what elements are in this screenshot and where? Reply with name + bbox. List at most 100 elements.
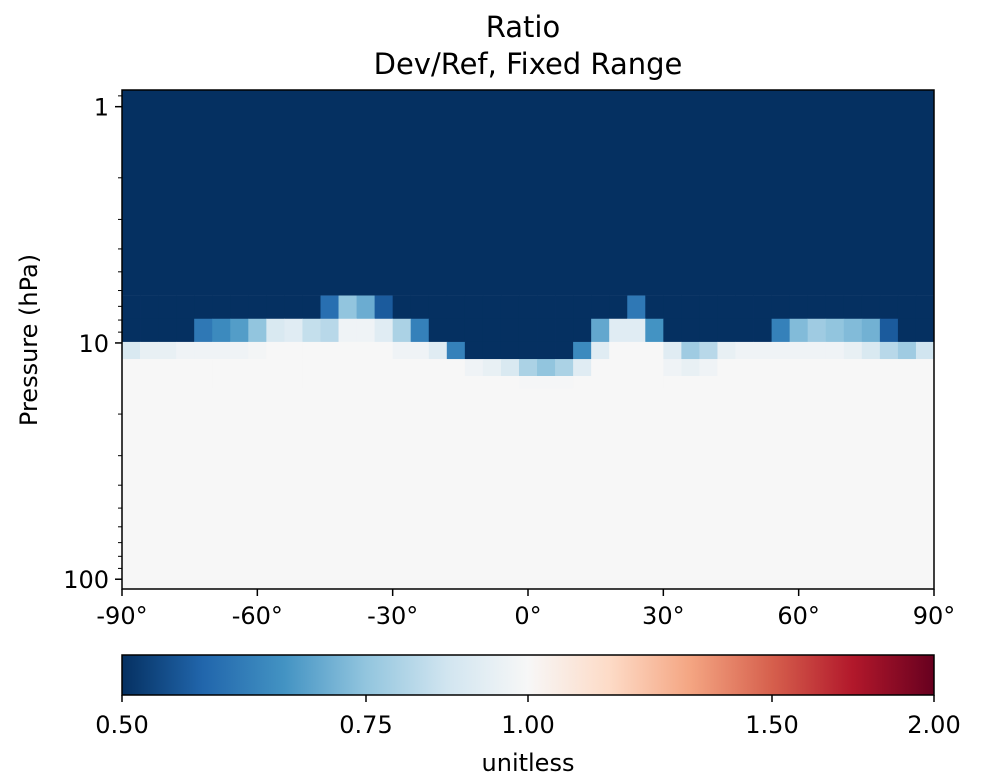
heatmap-cell bbox=[699, 359, 718, 377]
heatmap-cell bbox=[176, 359, 195, 377]
heatmap-cell bbox=[176, 375, 195, 389]
heatmap-cell bbox=[573, 295, 592, 320]
heatmap-cell bbox=[392, 375, 412, 389]
heatmap-cell bbox=[843, 375, 863, 389]
heatmap-cell bbox=[446, 359, 466, 377]
x-tick-label: 0° bbox=[514, 602, 541, 630]
heatmap-cell bbox=[843, 359, 863, 377]
heatmap-cell bbox=[735, 341, 754, 360]
heatmap-cell bbox=[627, 359, 646, 377]
heatmap-cell bbox=[248, 375, 267, 389]
axes: -90° -60° -30° 0° 30° 60° 90° 1 10 100 bbox=[63, 94, 955, 630]
heatmap-lower-region bbox=[122, 387, 934, 589]
heatmap-cell bbox=[663, 375, 682, 389]
heatmap-cell bbox=[717, 295, 736, 320]
heatmap-cell bbox=[212, 318, 231, 343]
heatmap-cell bbox=[555, 318, 574, 343]
colorbar-label: unitless bbox=[482, 749, 575, 777]
colorbar-tick-label: 2.00 bbox=[907, 711, 960, 739]
heatmap-cell bbox=[248, 341, 267, 360]
heatmap-cell bbox=[230, 318, 249, 343]
heatmap-cell bbox=[897, 318, 917, 343]
heatmap-cell bbox=[627, 375, 646, 389]
heatmap-cell bbox=[356, 359, 376, 377]
heatmap-cell bbox=[645, 359, 664, 377]
heatmap-cell bbox=[428, 341, 448, 360]
heatmap-cell bbox=[555, 295, 574, 320]
heatmap-cell bbox=[338, 318, 357, 343]
heatmap-cell bbox=[897, 295, 917, 320]
heatmap-cell bbox=[879, 295, 899, 320]
colorbar bbox=[121, 654, 935, 696]
heatmap-cell bbox=[500, 359, 520, 377]
heatmap-cell bbox=[753, 375, 772, 389]
heatmap-cell bbox=[591, 295, 610, 320]
heatmap-cell bbox=[555, 341, 574, 360]
heatmap-cell bbox=[374, 359, 394, 377]
heatmap-cell bbox=[356, 318, 376, 343]
heatmap-cell bbox=[194, 341, 213, 360]
heatmap-cell bbox=[663, 295, 682, 320]
heatmap-cell bbox=[248, 318, 267, 343]
heatmap-cell bbox=[591, 341, 610, 360]
heatmap-cell bbox=[464, 295, 484, 320]
heatmap-cell bbox=[122, 318, 141, 343]
heatmap-cell bbox=[338, 341, 357, 360]
heatmap-cell bbox=[663, 359, 682, 377]
heatmap-cell bbox=[825, 375, 845, 389]
heatmap-cell bbox=[807, 375, 827, 389]
heatmap-cell bbox=[320, 375, 339, 389]
colorbar-tick-label: 0.50 bbox=[95, 711, 148, 739]
heatmap-cell bbox=[518, 295, 538, 320]
heatmap-cell bbox=[789, 295, 809, 320]
heatmap-cell bbox=[212, 359, 231, 377]
heatmap-cell bbox=[879, 318, 899, 343]
heatmap-cell bbox=[482, 318, 502, 343]
heatmap-cell bbox=[681, 318, 700, 343]
heatmap-cell bbox=[789, 375, 809, 389]
heatmap-cell bbox=[699, 341, 718, 360]
colorbar-tick-label: 0.75 bbox=[339, 711, 392, 739]
colorbar-tick-label: 1.50 bbox=[745, 711, 798, 739]
x-tick-label: -30° bbox=[367, 602, 418, 630]
heatmap-cell bbox=[266, 359, 285, 377]
heatmap-cell bbox=[735, 359, 754, 377]
heatmap-cell bbox=[140, 295, 159, 320]
heatmap-cell bbox=[753, 318, 772, 343]
heatmap-cell bbox=[194, 295, 213, 320]
heatmap-cell bbox=[410, 359, 430, 377]
heatmap-cell bbox=[699, 375, 718, 389]
y-axis-label: Pressure (hPa) bbox=[15, 254, 43, 426]
heatmap-cell bbox=[212, 341, 231, 360]
heatmap-cell bbox=[374, 318, 394, 343]
heatmap-cell bbox=[789, 341, 809, 360]
heatmap-cell bbox=[392, 318, 412, 343]
heatmap-cell bbox=[230, 359, 249, 377]
chart-subtitle: Dev/Ref, Fixed Range bbox=[374, 47, 683, 81]
heatmap-cell bbox=[410, 375, 430, 389]
heatmap-cell bbox=[194, 318, 213, 343]
heatmap-cell bbox=[843, 295, 863, 320]
heatmap-cell bbox=[356, 295, 376, 320]
heatmap-cell bbox=[825, 318, 845, 343]
heatmap-cells bbox=[122, 90, 935, 589]
heatmap-cell bbox=[627, 341, 646, 360]
heatmap-cell bbox=[915, 318, 935, 343]
heatmap-cell bbox=[645, 375, 664, 389]
heatmap-cell bbox=[176, 318, 195, 343]
heatmap-cell bbox=[663, 318, 682, 343]
heatmap-cell bbox=[915, 359, 935, 377]
heatmap-cell bbox=[735, 295, 754, 320]
heatmap-cell bbox=[681, 295, 700, 320]
heatmap-cell bbox=[428, 318, 448, 343]
heatmap-cell bbox=[609, 341, 628, 360]
x-tick-label: -90° bbox=[96, 602, 147, 630]
heatmap-cell bbox=[518, 359, 538, 377]
heatmap-cell bbox=[158, 295, 177, 320]
heatmap-cell bbox=[518, 318, 538, 343]
heatmap-cell bbox=[735, 318, 754, 343]
heatmap-cell bbox=[807, 295, 827, 320]
heatmap-cell bbox=[753, 295, 772, 320]
heatmap-cell bbox=[573, 359, 592, 377]
heatmap-cell bbox=[140, 318, 159, 343]
